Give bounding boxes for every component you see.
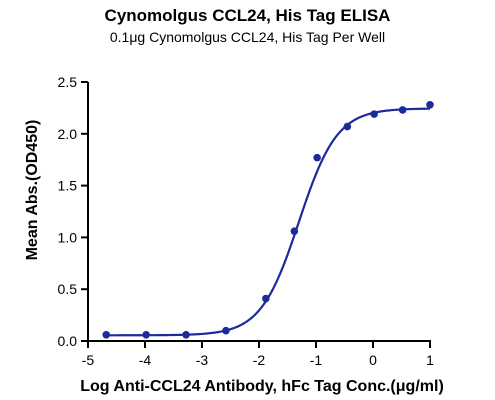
y-tick-label: 1.0 — [58, 229, 78, 245]
y-tick-label: 2.0 — [58, 126, 78, 142]
x-tick-label: -4 — [139, 352, 152, 368]
x-tick-label: -5 — [82, 352, 95, 368]
x-tick-label: -2 — [253, 352, 266, 368]
chart-subtitle: 0.1μg Cynomolgus CCL24, His Tag Per Well — [109, 29, 386, 45]
y-tick-label: 0.0 — [58, 333, 78, 349]
x-tick-label: -3 — [196, 352, 209, 368]
data-point — [290, 227, 299, 235]
data-point — [426, 100, 434, 109]
data-point — [102, 330, 111, 339]
data-point — [313, 153, 321, 162]
y-axis-label: Mean Abs.(OD450) — [24, 120, 41, 261]
x-tick-label: 0 — [369, 352, 377, 368]
axes: 0.0 0.5 1.0 1.5 2.0 2.5 -5 -4 -3 -2 -1 0 1 — [58, 74, 435, 368]
data-point — [398, 106, 407, 114]
chart-title: Cynomolgus CCL24, His Tag ELISA — [104, 6, 391, 25]
data-points-layer — [102, 100, 434, 339]
data-point — [222, 326, 230, 335]
y-tick-label: 1.5 — [58, 178, 78, 194]
x-tick-label: -1 — [310, 352, 323, 368]
y-tick-label: 2.5 — [58, 74, 78, 90]
x-axis-label: Log Anti-CCL24 Antibody, hFc Tag Conc.(μ… — [80, 378, 444, 395]
y-tick-label: 0.5 — [58, 281, 78, 297]
data-point — [370, 110, 378, 118]
data-point — [262, 294, 270, 303]
data-point — [343, 122, 352, 131]
x-tick-label: 1 — [426, 352, 434, 368]
data-point — [142, 330, 150, 339]
data-point — [182, 330, 190, 339]
